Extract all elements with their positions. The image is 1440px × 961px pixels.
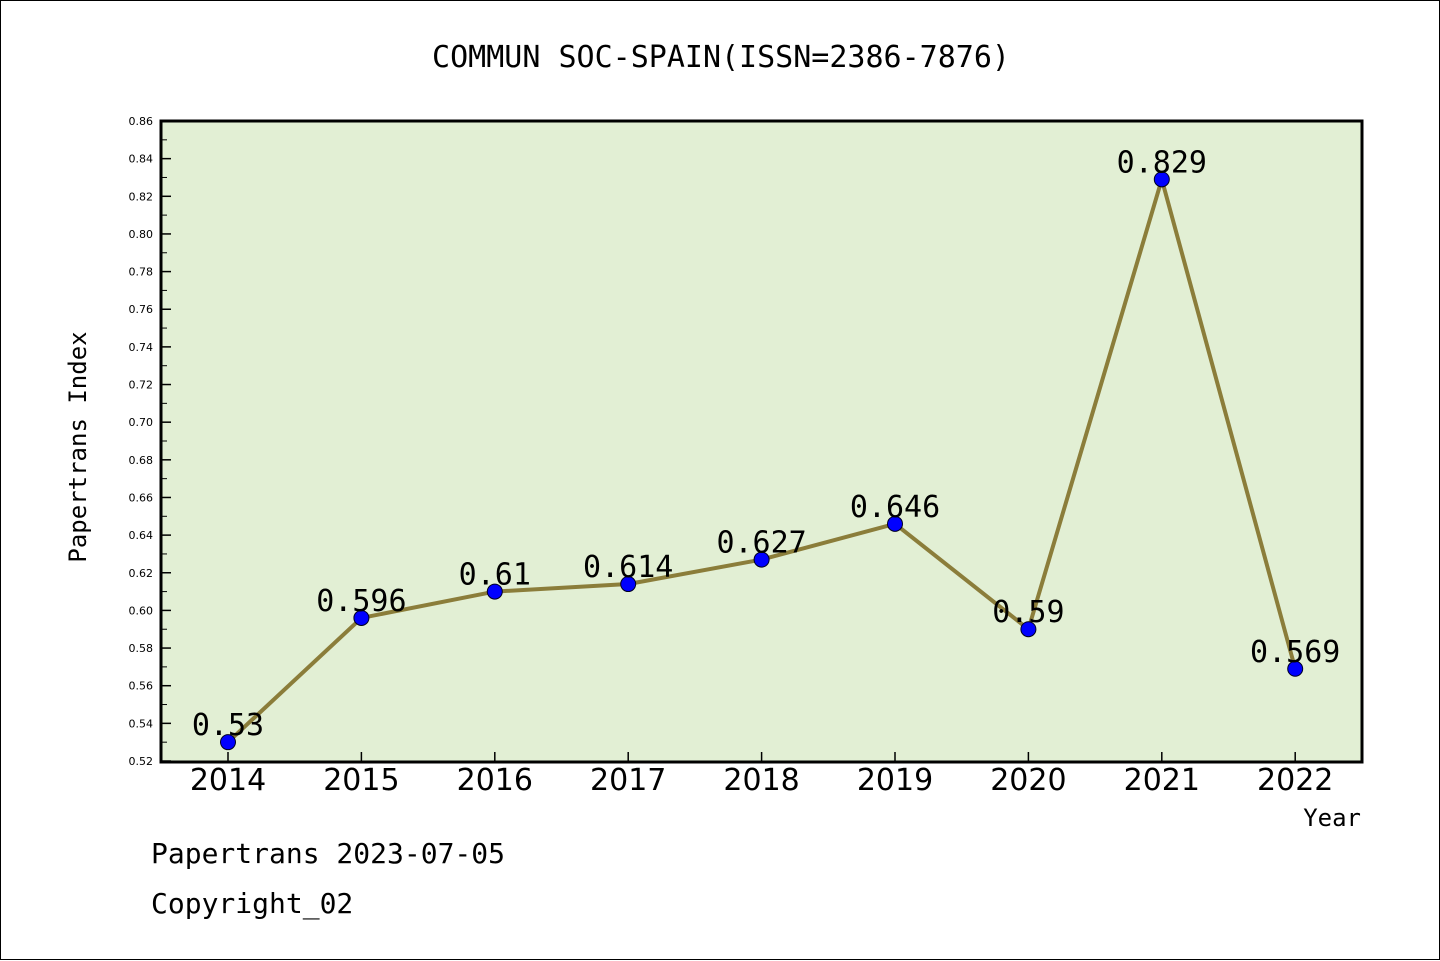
x-axis: 2014 2015 2016 2017 2018 2019 2020 2021 2022 bbox=[190, 752, 1333, 798]
data-point bbox=[887, 515, 903, 532]
plot-border bbox=[159, 119, 1364, 764]
data-point bbox=[1020, 621, 1037, 638]
x-tick-label: 2016 bbox=[457, 763, 533, 798]
data-point bbox=[220, 734, 236, 751]
y-tick-label: 0.54 bbox=[129, 717, 154, 730]
data-label: 0.59 bbox=[992, 595, 1064, 630]
y-tick-label: 0.86 bbox=[129, 115, 154, 128]
data-label: 0.569 bbox=[1250, 635, 1340, 670]
data-label: 0.627 bbox=[716, 526, 806, 561]
x-tick-label: 2015 bbox=[323, 763, 399, 798]
y-tick-label: 0.82 bbox=[129, 190, 154, 203]
data-point bbox=[1153, 171, 1170, 188]
y-tick-label: 0.72 bbox=[129, 379, 154, 392]
data-label: 0.646 bbox=[850, 490, 940, 525]
y-tick-label: 0.52 bbox=[129, 755, 154, 768]
y-tick-label: 0.64 bbox=[129, 529, 154, 542]
y-tick-label: 0.74 bbox=[129, 341, 154, 354]
x-tick-label: 2019 bbox=[857, 763, 933, 798]
plot-area bbox=[161, 121, 1362, 762]
data-point bbox=[353, 609, 370, 626]
data-label: 0.61 bbox=[459, 558, 531, 593]
y-tick-label: 0.56 bbox=[129, 680, 154, 693]
x-tick-label: 2014 bbox=[190, 763, 266, 798]
footer-copyright: Copyright_02 bbox=[151, 887, 354, 920]
data-labels: 0.53 0.596 0.61 0.614 0.627 0.646 0.59 0.829 0.5… bbox=[192, 145, 1340, 743]
y-axis: 0.52 0.54 0.56 0.58 0.60 0.62 0.64 0.66 0.68 0.70… bbox=[129, 115, 171, 768]
data-label: 0.596 bbox=[316, 584, 406, 619]
y-tick-label: 0.66 bbox=[129, 491, 154, 504]
y-axis-label: Papertrans Index bbox=[64, 331, 92, 562]
y-tick-label: 0.60 bbox=[129, 604, 154, 617]
x-tick-label: 2022 bbox=[1257, 763, 1333, 798]
chart-title: COMMUN SOC-SPAIN(ISSN=2386-7876) bbox=[432, 40, 1010, 75]
y-tick-label: 0.84 bbox=[129, 153, 154, 166]
y-tick-label: 0.76 bbox=[129, 303, 154, 316]
y-tick-label: 0.58 bbox=[129, 642, 154, 655]
y-tick-label: 0.78 bbox=[129, 266, 154, 279]
x-tick-label: 2018 bbox=[723, 763, 799, 798]
x-tick-label: 2017 bbox=[590, 763, 666, 798]
y-tick-label: 0.80 bbox=[129, 228, 154, 241]
footer-date: Papertrans 2023-07-05 bbox=[151, 837, 506, 870]
x-tick-label: 2021 bbox=[1124, 763, 1200, 798]
data-label: 0.829 bbox=[1117, 145, 1207, 180]
y-tick-label: 0.62 bbox=[129, 567, 154, 580]
data-point bbox=[753, 551, 770, 568]
x-axis-label: Year bbox=[1303, 804, 1361, 832]
y-tick-label: 0.70 bbox=[129, 416, 154, 429]
data-point bbox=[486, 583, 503, 600]
y-tick-label: 0.68 bbox=[129, 454, 154, 467]
data-points bbox=[220, 171, 1304, 751]
data-label: 0.53 bbox=[192, 708, 264, 743]
x-tick-label: 2020 bbox=[990, 763, 1066, 798]
data-point bbox=[1287, 660, 1304, 677]
data-label: 0.614 bbox=[583, 550, 673, 585]
data-point bbox=[620, 576, 637, 593]
